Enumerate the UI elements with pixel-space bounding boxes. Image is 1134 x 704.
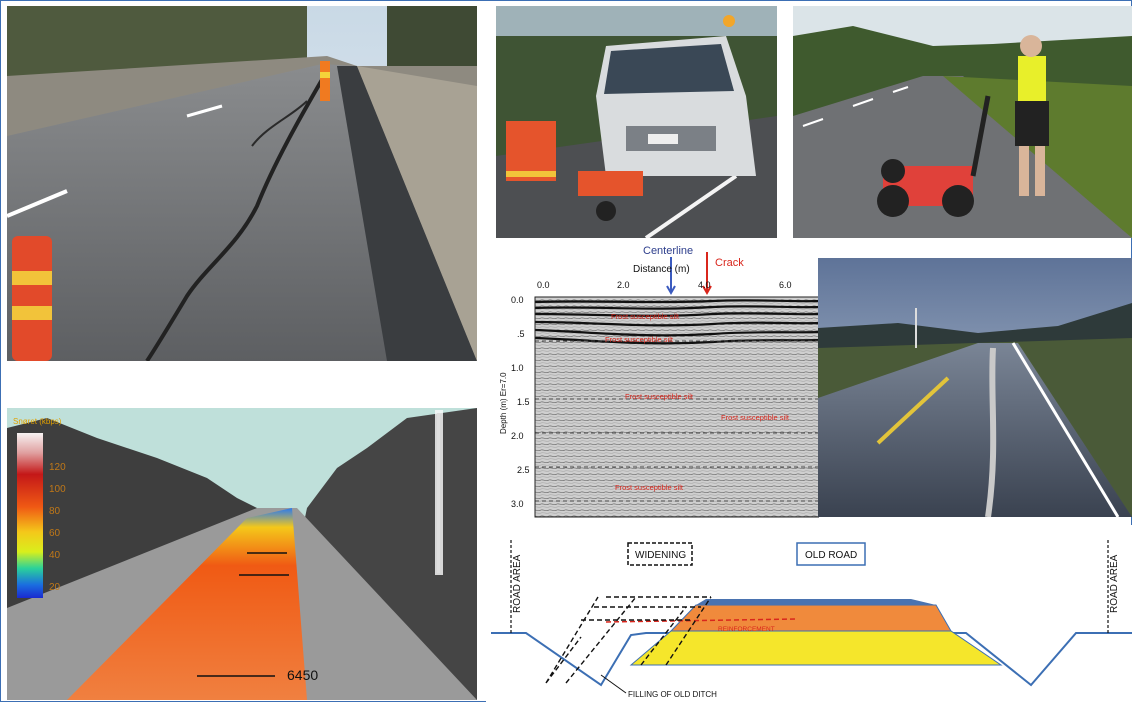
reinforcement-label: REINFORCEMENT	[718, 626, 775, 633]
y-axis-title: Depth (m) Er=7.0	[499, 372, 508, 434]
x-tick-label: 4.0	[698, 280, 711, 290]
road-area-right: ROAD AREA	[1109, 554, 1120, 613]
layer-annotation: Frost susceptible silt	[615, 483, 684, 492]
y-tick-label: .5	[517, 329, 525, 339]
colorbar-header: Snøret (kbps)	[13, 417, 62, 426]
road-cross-section-diagram: ROAD AREA ROAD AREA WIDENING OLD ROAD RE…	[486, 525, 1132, 702]
y-tick-label: 2.5	[517, 465, 530, 475]
ditch-label: FILLING OF OLD DITCH	[628, 690, 717, 699]
old-road-label: OLD ROAD	[805, 550, 857, 561]
x-axis-title: Distance (m)	[633, 264, 690, 275]
base-layer	[669, 604, 952, 632]
road-area-left: ROAD AREA	[512, 554, 523, 613]
colorbar-tick: 20	[49, 582, 61, 593]
gpr-radargram: Centerline Crack Distance (m) 0.0 2.0 4.…	[493, 244, 819, 520]
widening-label: WIDENING	[635, 550, 686, 561]
x-tick-label: 2.0	[617, 280, 630, 290]
x-tick-label: 0.0	[537, 280, 550, 290]
laser-scan-image: 6450 Snøret (kbps) 120 100 80 60 40 20	[7, 408, 477, 700]
layer-annotation: Frost susceptible silt	[625, 392, 694, 401]
chainage-label: 6450	[287, 667, 318, 683]
colorbar-tick: 60	[49, 528, 61, 539]
colorbar	[17, 433, 43, 598]
layer-annotation: Frost susceptible silt	[611, 312, 680, 321]
y-tick-label: 2.0	[511, 431, 524, 441]
ground-line	[491, 632, 1132, 687]
colorbar-tick: 100	[49, 484, 66, 495]
widening-outline	[545, 596, 712, 684]
ground-radar-cart-photo	[793, 6, 1132, 238]
road-longitudinal-crack-photo	[818, 258, 1132, 517]
x-tick-label: 6.0	[779, 280, 792, 290]
layer-annotation: Frost susceptible silt	[605, 335, 674, 344]
centerline-arrow	[666, 257, 676, 296]
centerline-label: Centerline	[643, 245, 693, 257]
crack-arrow	[702, 252, 712, 296]
colorbar-tick: 40	[49, 550, 61, 561]
colorbar-tick: 80	[49, 506, 61, 517]
y-tick-label: 1.0	[511, 363, 524, 373]
asphalt-layer	[696, 599, 936, 605]
colorbar-tick: 120	[49, 462, 66, 473]
crack-label: Crack	[715, 257, 744, 269]
cracked-road-photo	[7, 6, 477, 361]
gpr-van-photo	[496, 6, 777, 238]
subbase-layer	[629, 630, 1003, 666]
y-tick-label: 0.0	[511, 295, 524, 305]
y-tick-label: 1.5	[517, 397, 530, 407]
y-tick-label: 3.0	[511, 499, 524, 509]
layer-annotation: Frost susceptible silt	[721, 413, 790, 422]
